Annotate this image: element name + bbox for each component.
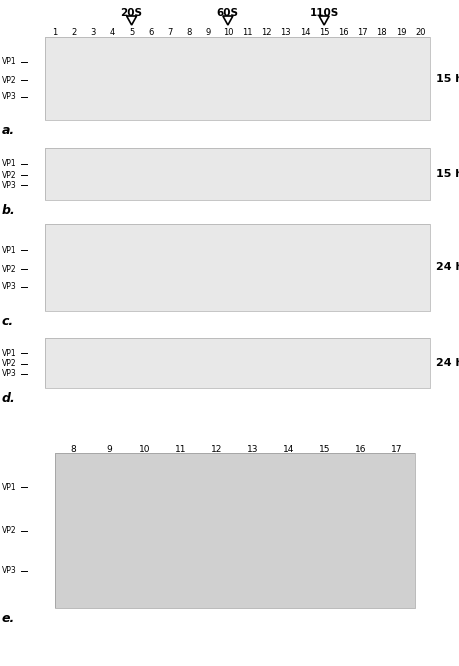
Text: 4: 4 — [110, 28, 115, 37]
Text: 20S: 20S — [120, 8, 142, 18]
Bar — [45, 148, 429, 200]
Text: a.: a. — [2, 124, 15, 137]
Text: 17: 17 — [357, 28, 367, 37]
Text: VP3: VP3 — [2, 370, 17, 378]
Text: VP1: VP1 — [2, 483, 17, 492]
Text: 16: 16 — [354, 445, 366, 454]
Text: 15 h: 15 h — [435, 73, 459, 83]
Text: 5: 5 — [129, 28, 134, 37]
Text: VP1: VP1 — [2, 246, 17, 254]
Text: c.: c. — [2, 315, 14, 328]
Text: 8: 8 — [70, 445, 76, 454]
Text: 15: 15 — [318, 28, 329, 37]
Text: 15 h: 15 h — [435, 169, 459, 179]
Text: VP3: VP3 — [2, 93, 17, 101]
Text: 16: 16 — [337, 28, 348, 37]
Text: 10: 10 — [222, 28, 233, 37]
Text: 24 h: 24 h — [435, 358, 459, 368]
Text: 14: 14 — [299, 28, 309, 37]
Bar — [45, 338, 429, 388]
Text: 13: 13 — [247, 445, 258, 454]
Text: 20: 20 — [414, 28, 425, 37]
Text: VP3: VP3 — [2, 566, 17, 575]
Bar — [55, 453, 414, 608]
Text: VP2: VP2 — [2, 360, 17, 368]
Text: 7: 7 — [167, 28, 173, 37]
Text: 1: 1 — [52, 28, 57, 37]
Bar — [45, 338, 429, 388]
Text: VP1: VP1 — [2, 348, 17, 358]
Text: 10: 10 — [139, 445, 151, 454]
Text: VP3: VP3 — [2, 181, 17, 190]
Text: 8: 8 — [186, 28, 192, 37]
Text: 24 h: 24 h — [435, 262, 459, 272]
Text: 60S: 60S — [216, 8, 238, 18]
Text: d.: d. — [2, 392, 16, 405]
Text: 17: 17 — [391, 445, 402, 454]
Bar — [45, 37, 429, 120]
Text: 11: 11 — [241, 28, 252, 37]
Text: 14: 14 — [283, 445, 294, 454]
Text: b.: b. — [2, 204, 16, 217]
Text: VP2: VP2 — [2, 76, 17, 85]
Text: VP2: VP2 — [2, 526, 17, 535]
Text: VP1: VP1 — [2, 57, 17, 67]
Text: e.: e. — [2, 612, 15, 625]
Bar — [45, 148, 429, 200]
Text: VP1: VP1 — [2, 159, 17, 168]
Text: 13: 13 — [280, 28, 290, 37]
Text: 11: 11 — [175, 445, 186, 454]
Text: 18: 18 — [376, 28, 386, 37]
Text: 19: 19 — [395, 28, 405, 37]
Text: 110S: 110S — [309, 8, 338, 18]
Bar — [55, 453, 414, 608]
Text: 12: 12 — [261, 28, 271, 37]
Bar — [45, 224, 429, 311]
Text: 6: 6 — [148, 28, 153, 37]
Text: 12: 12 — [211, 445, 222, 454]
Text: VP3: VP3 — [2, 282, 17, 291]
Bar — [45, 224, 429, 311]
Text: VP2: VP2 — [2, 265, 17, 274]
Text: VP2: VP2 — [2, 170, 17, 180]
Text: 3: 3 — [90, 28, 95, 37]
Text: 15: 15 — [319, 445, 330, 454]
Text: 9: 9 — [106, 445, 112, 454]
Text: 9: 9 — [206, 28, 211, 37]
Text: 2: 2 — [71, 28, 76, 37]
Bar — [45, 37, 429, 120]
